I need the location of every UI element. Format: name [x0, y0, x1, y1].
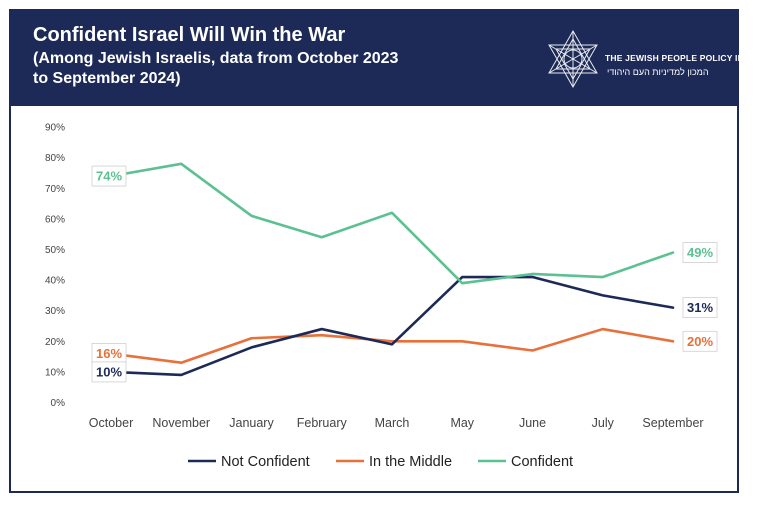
star-of-david-icon	[548, 29, 598, 89]
y-tick-label: 10%	[45, 367, 65, 378]
y-tick-label: 60%	[45, 214, 65, 225]
data-label-box	[91, 165, 127, 187]
legend: Not Confident In the Middle Confident	[188, 454, 573, 470]
series-line-confident	[109, 162, 675, 285]
y-tick-label: 50%	[45, 245, 65, 256]
chart-subtitle: (Among Jewish Israelis, data from Octobe…	[33, 50, 399, 87]
series-line-in-the-middle	[109, 327, 675, 365]
x-tick-label: October	[89, 416, 133, 430]
x-tick-label: May	[450, 416, 474, 430]
chart-title: Confident Israel Will Win the War	[33, 24, 346, 46]
jppi-logo: THE JEWISH PEOPLE POLICY INSTITUTE המכון…	[543, 25, 758, 103]
logo-english-text: THE JEWISH PEOPLE POLICY INSTITUTE	[605, 53, 758, 63]
x-tick-label: February	[297, 416, 348, 430]
series-line-not-confident	[109, 275, 675, 377]
legend-label: In the Middle	[369, 454, 452, 470]
y-tick-label: 30%	[45, 306, 65, 317]
x-tick-label: July	[592, 416, 615, 430]
data-label: 10%	[96, 364, 122, 379]
legend-label: Confident	[511, 454, 573, 470]
data-label-box	[682, 242, 718, 263]
data-label-box	[682, 297, 718, 319]
x-tick-label: September	[642, 416, 703, 430]
x-tick-label: June	[519, 416, 546, 430]
x-tick-label: March	[375, 416, 410, 430]
data-label-box	[682, 330, 718, 352]
data-label: 20%	[687, 334, 713, 349]
legend-label: Not Confident	[221, 454, 310, 470]
logo-hebrew-text: המכון למדיניות העם היהודי	[607, 67, 709, 77]
data-label-box	[91, 361, 127, 383]
chart-header: Confident Israel Will Win the War (Among…	[11, 11, 758, 106]
series-lines	[109, 162, 675, 377]
x-axis: October November January February March May Ju…	[89, 416, 704, 430]
data-labels: 74% 49% 16% 20% 10% 31%	[91, 165, 718, 383]
y-tick-label: 20%	[45, 337, 65, 348]
y-tick-label: 70%	[45, 184, 65, 195]
y-tick-label: 40%	[45, 276, 65, 287]
y-tick-label: 90%	[45, 123, 65, 134]
y-tick-label: 0%	[51, 398, 66, 409]
data-label: 16%	[96, 346, 122, 361]
data-label: 31%	[687, 300, 713, 315]
y-axis: 0% 10% 20% 30% 40% 50% 60% 70% 80% 90%	[45, 123, 65, 409]
line-chart: 0% 10% 20% 30% 40% 50% 60% 70% 80% 90% October Nov…	[45, 123, 718, 470]
x-tick-label: November	[152, 416, 210, 430]
y-tick-label: 80%	[45, 153, 65, 164]
x-tick-label: January	[229, 416, 274, 430]
chart-frame: Confident Israel Will Win the War (Among…	[9, 9, 758, 493]
data-label: 74%	[96, 169, 122, 184]
data-label: 49%	[687, 245, 713, 260]
